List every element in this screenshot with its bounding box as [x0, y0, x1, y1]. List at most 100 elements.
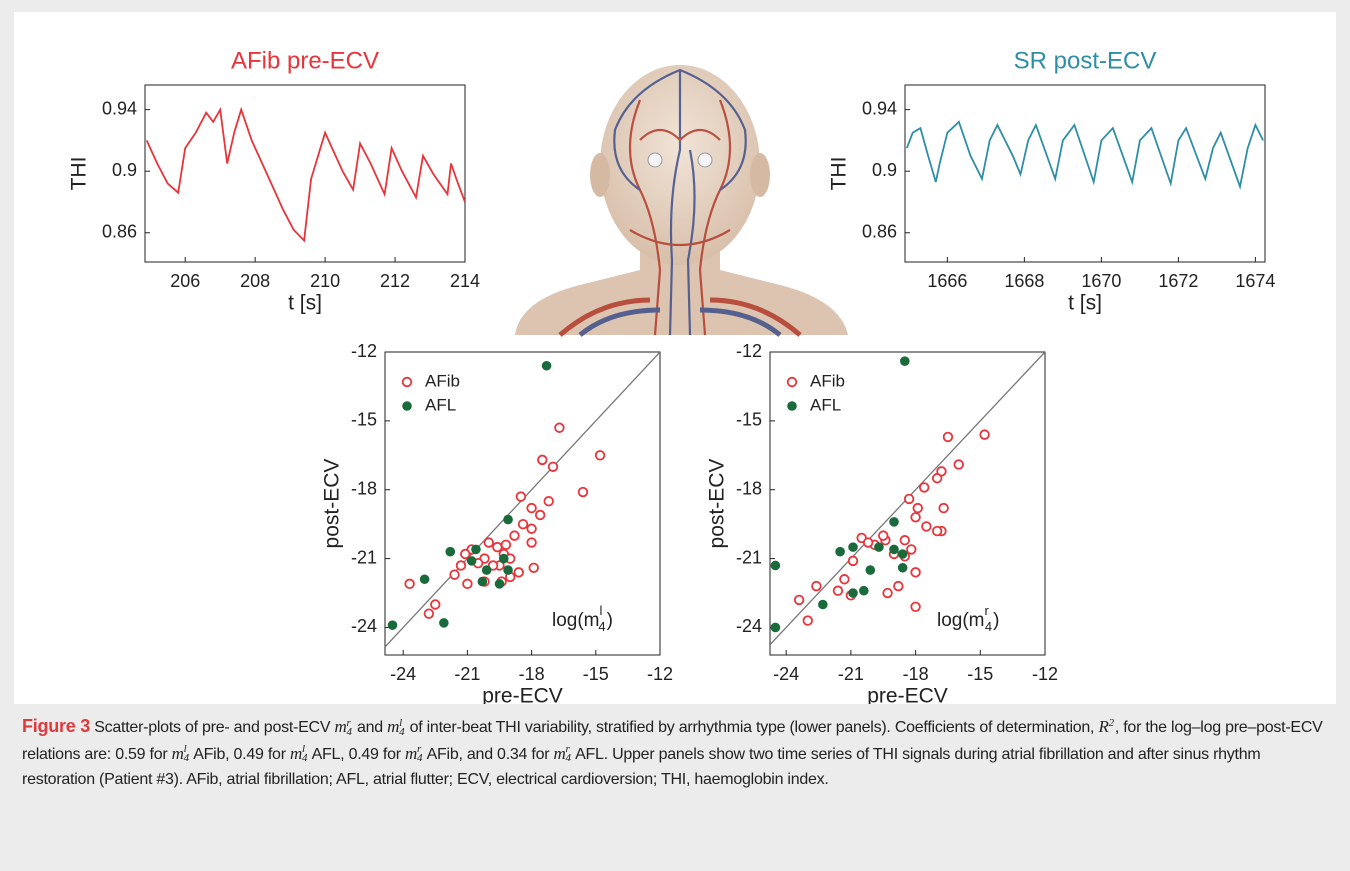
- scatter-point: [498, 553, 509, 564]
- scatter-point: [500, 539, 512, 551]
- scatter-point: [449, 569, 460, 580]
- scatter-point: [439, 618, 449, 628]
- annotation: log(ml 4): [552, 603, 613, 634]
- scatter-point: [517, 518, 529, 530]
- scatter-point: [445, 546, 456, 557]
- scatter-point: [921, 521, 932, 532]
- plot-frame: [384, 351, 661, 656]
- x-tick-label: -21: [454, 664, 480, 684]
- x-tick-label: -24: [390, 664, 416, 684]
- superscript: l: [302, 743, 305, 756]
- y-tick-label: 0.94: [862, 98, 897, 118]
- scatter-point: [903, 493, 915, 505]
- scatter-point: [953, 459, 964, 470]
- scatter-point: [862, 537, 874, 548]
- annotation-part: ): [993, 610, 999, 631]
- x-tick-label: -15: [967, 664, 993, 684]
- scatter-point: [483, 537, 494, 548]
- scatter-point: [547, 461, 559, 472]
- y-tick-label: -15: [736, 410, 762, 430]
- annotation-part: l: [600, 603, 603, 618]
- scatter-point: [594, 450, 606, 461]
- math-symbol: m: [405, 743, 418, 763]
- superscript: 2: [1108, 716, 1115, 729]
- subscript: 4: [399, 725, 405, 738]
- caption-text: AFL, 0.49 for: [308, 745, 406, 763]
- scatter-point: [832, 585, 844, 596]
- line-series: [145, 106, 465, 243]
- chart-title: SR post-ECV: [1014, 47, 1157, 74]
- scatter-point: [462, 578, 473, 590]
- scatter-point: [770, 622, 781, 633]
- scatter-point: [793, 594, 805, 606]
- scatter-chart: -24 -21 -18 -15 -12 -24 -21 -18 -15 -12 pre-ECV pos…: [321, 341, 673, 704]
- x-axis-label: t [s]: [288, 292, 322, 315]
- scatter-point: [882, 587, 893, 599]
- scatter-point: [878, 530, 889, 541]
- scatter-point: [848, 588, 858, 598]
- annotation-part: log(m: [552, 610, 600, 631]
- math-symbol: m: [289, 743, 303, 763]
- scatter-point: [893, 580, 904, 592]
- anatomy-illustration: [515, 65, 848, 337]
- x-axis-label: pre-ECV: [482, 685, 563, 704]
- annotation: log(mr 4): [937, 603, 999, 634]
- caption-text: , for the log–log pre–post-ECV relations…: [22, 719, 1323, 763]
- scatter-point: [811, 580, 822, 592]
- scatter-point: [889, 517, 899, 527]
- scatter-point: [942, 431, 954, 443]
- scatter-point: [543, 496, 554, 507]
- y-tick-label: -18: [351, 478, 377, 498]
- y-tick-label: 0.86: [862, 222, 897, 242]
- scatter-point: [509, 530, 520, 541]
- scatter-point: [931, 473, 943, 484]
- legend-marker: [402, 401, 412, 411]
- legend-label: AFib: [425, 371, 460, 390]
- superscript: l: [399, 716, 402, 729]
- caption-text: Scatter-plots of pre- and post-ECV: [90, 719, 335, 736]
- scatter-point: [577, 486, 589, 498]
- scatter-point: [541, 360, 552, 371]
- scatter-point: [897, 562, 908, 573]
- scatter-point: [889, 544, 899, 555]
- scatter-point: [534, 509, 546, 521]
- scatter-point: [471, 544, 481, 555]
- scatter-point: [839, 574, 850, 585]
- scatter-point: [899, 535, 911, 546]
- annotation-part: ): [607, 610, 613, 631]
- scatter-point: [802, 615, 813, 626]
- scatter-point: [481, 565, 492, 575]
- scatter-point: [423, 608, 435, 619]
- annotation-part: 4: [598, 619, 605, 634]
- x-tick-label: 1672: [1158, 271, 1198, 291]
- caption: Figure 3 Scatter-plots of pre- and post-…: [22, 714, 1330, 793]
- y-tick-label: -12: [351, 341, 377, 361]
- figure-label: Figure 3: [22, 716, 91, 736]
- legend-marker: [401, 376, 413, 388]
- y-tick-label: -24: [736, 616, 762, 636]
- legend-label: AFib: [810, 371, 845, 390]
- y-axis-label: THI: [828, 157, 851, 191]
- x-axis-label: t [s]: [1068, 292, 1102, 315]
- scatter-point: [537, 454, 548, 466]
- subscript: 4: [183, 752, 190, 765]
- chart-title: AFib pre-ECV: [231, 47, 379, 74]
- scatter-point: [931, 525, 943, 537]
- scatter-point: [513, 567, 524, 578]
- x-tick-label: -21: [838, 664, 864, 684]
- y-tick-label: 0.94: [102, 98, 137, 118]
- scatter-chart: -24 -21 -18 -15 -12 -24 -21 -18 -15 -12 pre-ECV pos…: [706, 341, 1058, 704]
- scatter-point: [492, 541, 503, 553]
- x-tick-label: 1668: [1004, 271, 1044, 291]
- line-chart: SR post-ECV 1666 1668 1670 1672 1674 0.86 0.9 0.…: [828, 47, 1276, 314]
- x-tick-label: 206: [170, 271, 200, 291]
- scatter-point: [910, 567, 921, 578]
- annotation-part: 4: [985, 619, 992, 634]
- y-tick-label: 0.9: [872, 160, 897, 180]
- x-tick-label: -24: [773, 664, 799, 684]
- superscript: r: [417, 743, 422, 756]
